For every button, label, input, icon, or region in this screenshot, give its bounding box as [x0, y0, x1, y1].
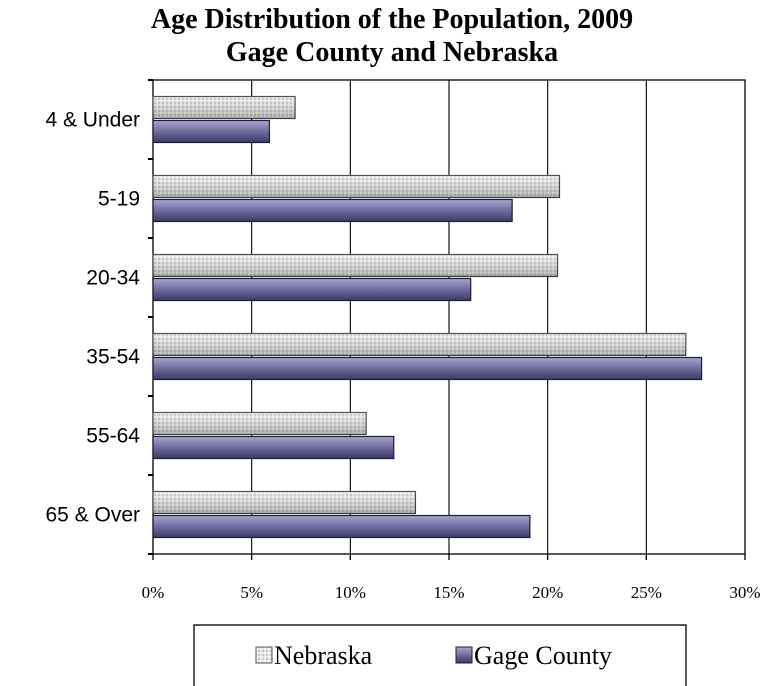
bar-gage-county-5-19	[152, 198, 513, 223]
bar-gage-county-4-under	[152, 119, 271, 144]
legend-swatch-nebraska	[255, 646, 273, 664]
category-label-5-19: 5-19	[98, 188, 140, 211]
x-tick-label: 10%	[335, 583, 366, 602]
legend-label-gage-county: Gage County	[474, 641, 612, 670]
bar-shade-nebraska-20-34	[153, 254, 558, 277]
x-tick-label: 25%	[631, 583, 662, 602]
legend-swatch-gage-county	[455, 646, 473, 664]
category-label-20-34: 20-34	[86, 267, 140, 290]
bar-shade-nebraska-65-over	[153, 491, 416, 514]
category-label-65-over: 65 & Over	[45, 504, 140, 527]
x-tick-label: 0%	[142, 583, 165, 602]
bar-gage-county-65-over	[152, 514, 531, 539]
chart-title: Age Distribution of the Population, 2009	[151, 4, 633, 35]
chart-legend: Nebraska Gage County	[193, 624, 687, 686]
chart-subtitle: Gage County and Nebraska	[226, 37, 558, 68]
bar-gage-county-35-54	[152, 356, 703, 381]
x-tick-label: 5%	[240, 583, 263, 602]
bar-gage-county-20-34	[152, 277, 472, 302]
category-label-55-64: 55-64	[86, 425, 140, 448]
bar-shade-nebraska-35-54	[153, 333, 686, 356]
category-label-4-under: 4 & Under	[45, 109, 140, 132]
x-tick-label: 30%	[729, 583, 760, 602]
x-tick-label: 15%	[433, 583, 464, 602]
bar-gage-county-55-64	[152, 435, 395, 460]
bar-shade-nebraska-5-19	[153, 175, 560, 198]
bar-shade-nebraska-55-64	[153, 412, 367, 435]
legend-label-nebraska: Nebraska	[274, 641, 373, 670]
x-tick-label: 20%	[532, 583, 563, 602]
category-label-35-54: 35-54	[86, 346, 140, 369]
legend-box	[193, 624, 687, 686]
plot-area: 0% 5% 10% 15% 20% 25% 30% 4 & Under 5-19 20-34 35-…	[45, 79, 761, 602]
bar-shade-nebraska-4-under	[153, 96, 296, 119]
